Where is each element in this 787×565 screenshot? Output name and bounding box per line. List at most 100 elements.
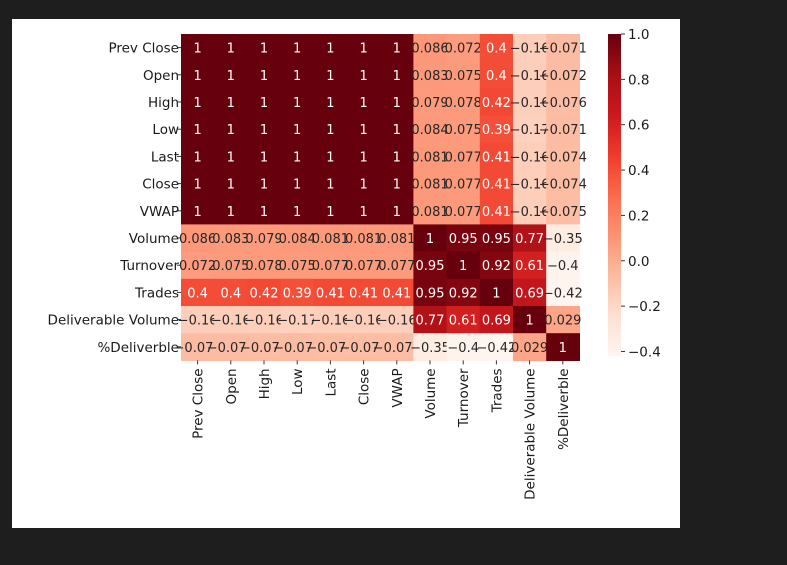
heatmap-cell-label: 1 xyxy=(227,178,235,193)
heatmap-cell-label: 0.61 xyxy=(449,314,478,329)
heatmap-cell-label: 1 xyxy=(326,96,334,111)
heatmap-cell-label: −0.16 xyxy=(344,314,384,329)
heatmap-cell xyxy=(347,333,381,361)
heatmap-cell-label: −0.071 xyxy=(539,123,587,138)
heatmap-cell xyxy=(446,142,481,171)
heatmap-cell xyxy=(513,197,547,225)
heatmap-cell-label: 0.077 xyxy=(312,259,349,274)
heatmap-cell xyxy=(446,278,481,307)
colorbar-tick-label: 0.2 xyxy=(628,208,649,224)
heatmap-cell xyxy=(413,278,448,307)
heatmap-cell-label: 0.081 xyxy=(411,205,448,220)
heatmap-cell xyxy=(313,224,348,253)
heatmap-cell xyxy=(446,197,481,225)
heatmap-cell xyxy=(347,115,381,144)
heatmap-cell-label: 1 xyxy=(293,96,301,111)
heatmap-cell xyxy=(247,306,282,334)
heatmap-cell-label: 1 xyxy=(359,69,367,84)
heatmap-cell-label: −0.072 xyxy=(207,341,255,356)
heatmap-cell xyxy=(546,278,580,307)
heatmap-cell-label: 1 xyxy=(525,314,533,329)
heatmap-cell xyxy=(280,251,315,280)
colorbar-tick-label: 0.4 xyxy=(628,163,649,179)
heatmap-cell-label: −0.16 xyxy=(510,150,550,165)
heatmap-cell-label: 0.083 xyxy=(212,232,249,247)
heatmap-cell-label: 1 xyxy=(293,42,301,57)
row-label: Volume xyxy=(129,231,179,247)
heatmap-cell xyxy=(347,88,381,117)
heatmap-cell xyxy=(479,197,514,225)
heatmap-cell xyxy=(181,34,215,62)
heatmap-cell-label: −0.076 xyxy=(539,96,587,111)
heatmap-cell xyxy=(214,224,248,253)
heatmap-cell-label: 0.77 xyxy=(416,314,445,329)
heatmap-cell xyxy=(280,224,315,253)
heatmap-cell xyxy=(181,251,215,280)
heatmap-cell-label: 0.69 xyxy=(482,314,511,329)
heatmap-cell xyxy=(413,34,448,62)
heatmap-cell-label: 0.92 xyxy=(482,259,511,274)
heatmap-cell-label: −0.17 xyxy=(510,123,550,138)
heatmap-cell-label: 0.77 xyxy=(515,232,544,247)
heatmap-cell-label: 1 xyxy=(426,232,434,247)
colorbar: 1.0 0.8 0.6 0.4 0.2 0.0 −0.2 −0.4 xyxy=(608,27,661,360)
heatmap-cell-label: 0.077 xyxy=(378,259,415,274)
heatmap-cell xyxy=(313,170,348,198)
heatmap-cell xyxy=(313,34,348,62)
heatmap-cell-label: 0.95 xyxy=(482,232,511,247)
heatmap-cell xyxy=(313,251,348,280)
heatmap-cell-label: −0.4 xyxy=(447,341,479,356)
heatmap-cell xyxy=(247,278,282,307)
heatmap-cell xyxy=(546,115,580,144)
heatmap-cell xyxy=(347,61,381,89)
heatmap-cell xyxy=(181,142,215,171)
colorbar-tick-label: −0.2 xyxy=(628,299,661,315)
colorbar-tick-label: 1.0 xyxy=(628,27,649,43)
heatmap-cell xyxy=(513,115,547,144)
heatmap-cell-label: 0.4 xyxy=(187,286,208,301)
heatmap-cell xyxy=(413,61,448,89)
heatmap-cell-label: 0.075 xyxy=(445,69,482,84)
column-label: Deliverable Volume xyxy=(523,368,539,499)
heatmap-cell-label: 1 xyxy=(193,123,201,138)
heatmap-cell-label: 0.077 xyxy=(445,150,482,165)
heatmap-cell-label: 1 xyxy=(193,178,201,193)
heatmap-cell-label: 1 xyxy=(227,150,235,165)
heatmap-cell-label: 0.95 xyxy=(416,259,445,274)
heatmap-cell-label: 0.078 xyxy=(445,96,482,111)
heatmap-cell xyxy=(347,306,381,334)
heatmap-cell xyxy=(413,306,448,334)
heatmap-cell xyxy=(380,278,414,307)
heatmap-cell xyxy=(513,306,547,334)
heatmap-cell-label: 1 xyxy=(393,205,401,220)
heatmap-cell xyxy=(214,197,248,225)
heatmap-cell-label: 0.61 xyxy=(515,259,544,274)
heatmap-cell xyxy=(214,34,248,62)
heatmap-cell-label: 0.4 xyxy=(486,42,507,57)
heatmap-cell xyxy=(214,61,248,89)
heatmap-cell-label: 1 xyxy=(359,123,367,138)
column-label: Low xyxy=(290,368,306,395)
heatmap-cell-label: 0.4 xyxy=(486,69,507,84)
heatmap-cell xyxy=(214,170,248,198)
heatmap-cell-label: −0.074 xyxy=(306,341,354,356)
row-label: Trades xyxy=(134,285,179,301)
heatmap-cell-label: 0.95 xyxy=(449,232,478,247)
heatmap-cell-label: −0.42 xyxy=(476,341,516,356)
heatmap-cell xyxy=(313,142,348,171)
heatmap-cell-label: 0.42 xyxy=(482,96,511,111)
heatmap-cell xyxy=(513,142,547,171)
heatmap-cell-label: 0.072 xyxy=(445,42,482,57)
heatmap-cell-label: −0.16 xyxy=(510,205,550,220)
row-label: Deliverable Volume xyxy=(48,313,179,329)
heatmap-cell xyxy=(280,278,315,307)
heatmap-cell xyxy=(513,251,547,280)
heatmap-cell xyxy=(513,333,547,361)
colorbar-tick-label: 0.8 xyxy=(628,72,649,88)
heatmap-cell-label: 0.081 xyxy=(345,232,382,247)
column-labels: Prev Close Open High Low Last Close VWAP Volume… xyxy=(191,360,572,500)
row-label: Turnover xyxy=(119,258,179,274)
heatmap-cell-label: 1 xyxy=(326,42,334,57)
heatmap-cell-label: 0.95 xyxy=(416,286,445,301)
column-label: Open xyxy=(224,368,240,404)
